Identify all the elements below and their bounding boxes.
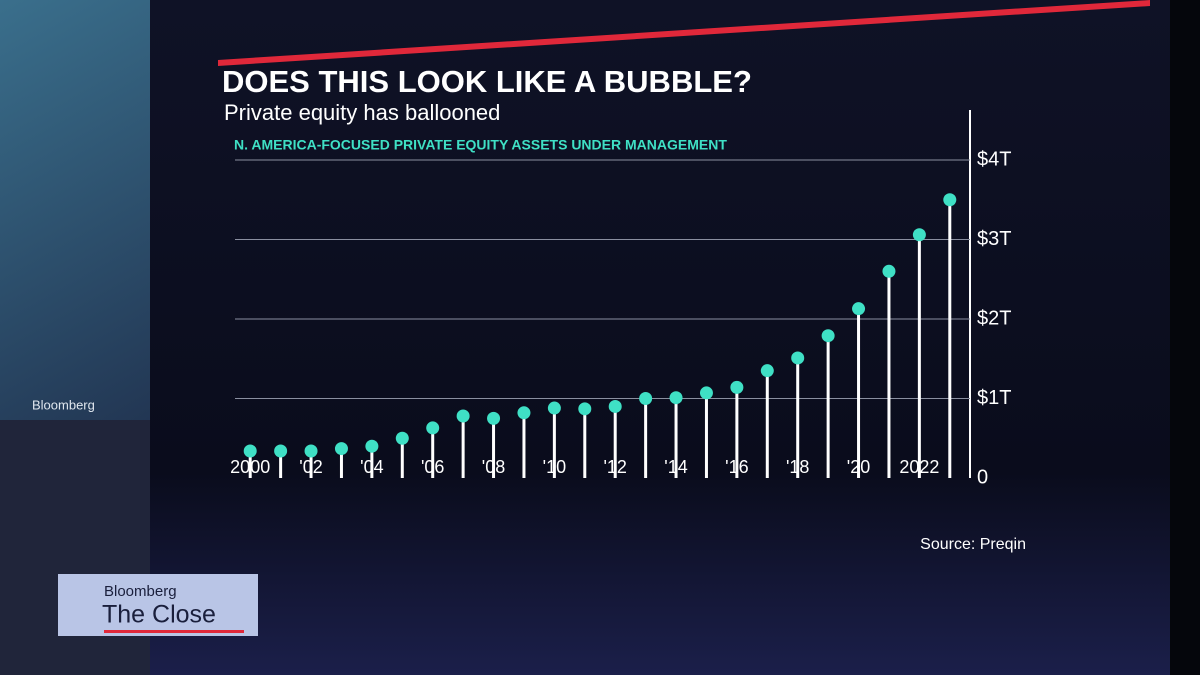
chart-subtitle: Private equity has ballooned: [224, 100, 500, 125]
network-name: Bloomberg: [104, 583, 177, 600]
y-tick-label: $1T: [977, 387, 1011, 409]
y-tick-label: $3T: [977, 228, 1011, 250]
dot: [578, 402, 592, 416]
dot: [912, 228, 926, 242]
dot: [426, 421, 440, 435]
dot: [334, 442, 348, 456]
screen-panel: [150, 0, 1170, 675]
dot: [304, 444, 318, 458]
y-tick-label: $2T: [977, 307, 1011, 329]
y-tick-label: 0: [977, 466, 988, 488]
studio-floor: [0, 420, 155, 675]
dot: [517, 406, 531, 420]
accent-bar: [218, 0, 1150, 66]
dot: [274, 444, 288, 458]
dot: [760, 364, 774, 378]
dot: [547, 401, 561, 415]
dot: [456, 409, 470, 423]
dot: [943, 193, 957, 207]
dot: [852, 302, 866, 316]
chart-label: N. AMERICA-FOCUSED PRIVATE EQUITY ASSETS…: [234, 137, 727, 153]
dot: [821, 329, 835, 343]
dot: [487, 411, 501, 425]
dot: [699, 386, 713, 400]
dot: [243, 444, 257, 458]
dot: [669, 391, 683, 405]
dot: [882, 264, 896, 278]
y-tick-label: $4T: [977, 148, 1011, 170]
dot: [639, 392, 653, 405]
dot: [730, 380, 744, 394]
show-badge: [58, 574, 258, 636]
watermark: Bloomberg: [32, 397, 95, 412]
chart-title: DOES THIS LOOK LIKE A BUBBLE?: [222, 64, 752, 99]
dot: [395, 431, 409, 445]
dot: [608, 399, 622, 413]
source: Source: Preqin: [920, 536, 1026, 553]
show-name: The Close: [102, 601, 216, 629]
screen-edge: [1170, 0, 1200, 675]
show-underline: [104, 630, 244, 633]
dot: [791, 351, 805, 365]
dot: [365, 439, 379, 453]
